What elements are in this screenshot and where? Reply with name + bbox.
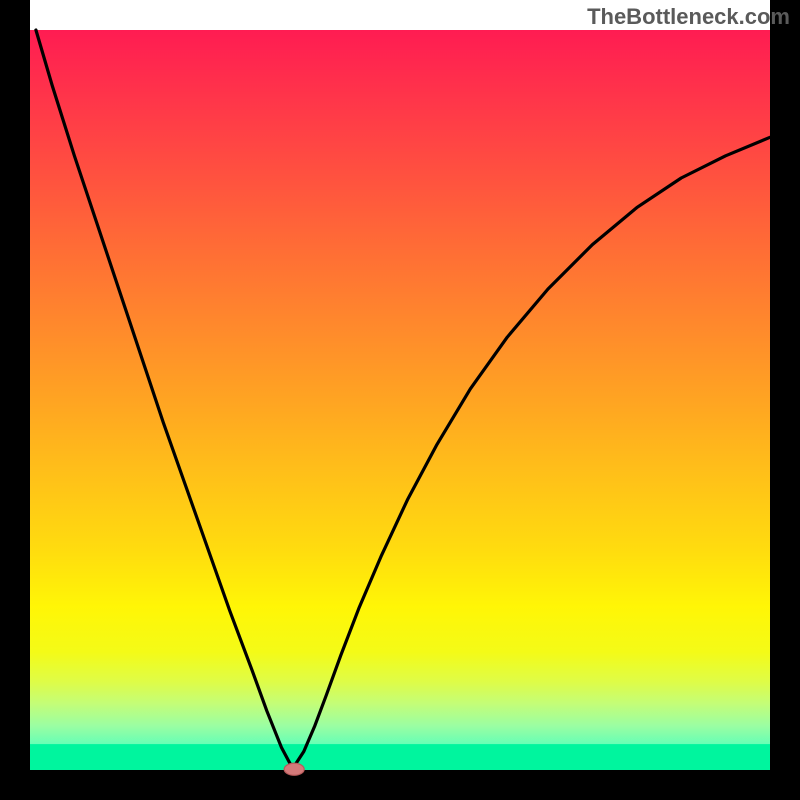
optimum-marker — [284, 763, 304, 775]
frame-left — [0, 0, 30, 800]
frame-right — [770, 0, 800, 800]
gradient-background — [30, 30, 770, 770]
bottleneck-chart — [0, 0, 800, 800]
frame-bottom — [0, 770, 800, 800]
watermark-text: TheBottleneck.com — [587, 4, 790, 30]
green-band — [30, 744, 770, 770]
chart-container: TheBottleneck.com — [0, 0, 800, 800]
